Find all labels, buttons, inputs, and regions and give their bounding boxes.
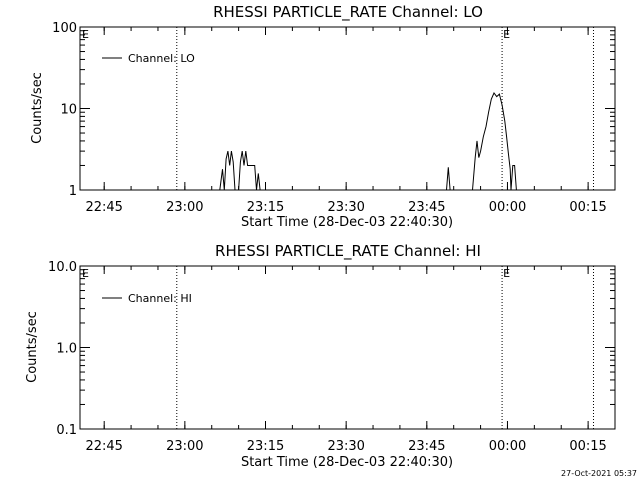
lo-channel-panel: RHESSI PARTICLE_RATE Channel: LO Counts/… xyxy=(30,3,616,230)
hi-channel-panel: RHESSI PARTICLE_RATE Channel: HI Counts/… xyxy=(25,242,616,470)
data-series-lo xyxy=(219,92,517,191)
legend-label-hi: Channel: HI xyxy=(128,292,192,305)
x-tick-labels-hi: 22:45 23:00 23:15 23:30 23:45 00:00 00:1… xyxy=(85,439,606,454)
series-line xyxy=(219,92,517,191)
y-tick-label: 10 xyxy=(60,103,77,118)
x-tick-label: 00:00 xyxy=(489,439,526,454)
x-tick-label: 00:15 xyxy=(569,439,606,454)
event-marker-label: E xyxy=(503,267,510,280)
x-axis-label-lo: Start Time (28-Dec-03 22:40:30) xyxy=(241,215,453,230)
y-axis-label-lo: Counts/sec xyxy=(30,72,45,144)
x-tick-label: 23:00 xyxy=(166,439,203,454)
y-tick-label: 100 xyxy=(52,21,77,36)
chart-title-lo: RHESSI PARTICLE_RATE Channel: LO xyxy=(213,3,483,22)
x-tick-label: 22:45 xyxy=(85,439,122,454)
event-markers-hi: E xyxy=(176,266,594,429)
y-tick-labels-hi: 0.1 1.0 10.0 xyxy=(48,260,77,438)
x-tick-label: 22:45 xyxy=(85,200,122,215)
y-tick-label: 1.0 xyxy=(56,342,77,357)
x-tick-label: 00:15 xyxy=(569,200,606,215)
y-tick-labels-lo: 1 10 100 xyxy=(52,21,77,199)
x-axis-label-hi: Start Time (28-Dec-03 22:40:30) xyxy=(241,455,453,470)
chart-title-hi: RHESSI PARTICLE_RATE Channel: HI xyxy=(215,242,481,261)
tick-marks-lo xyxy=(80,26,616,191)
x-tick-label: 23:00 xyxy=(166,200,203,215)
x-tick-label: 00:00 xyxy=(489,200,526,215)
x-tick-label: 23:30 xyxy=(327,200,364,215)
edge-label-e-lo: E xyxy=(82,28,89,41)
y-tick-label: 10.0 xyxy=(48,260,77,275)
x-tick-label: 23:15 xyxy=(247,200,284,215)
y-tick-label: 0.1 xyxy=(56,423,77,438)
event-marker-label: E xyxy=(503,28,510,41)
y-tick-label: 1 xyxy=(69,184,77,199)
tick-marks-hi xyxy=(80,265,616,430)
x-tick-label: 23:30 xyxy=(327,439,364,454)
y-axis-label-hi: Counts/sec xyxy=(25,311,40,383)
legend-label-lo: Channel: LO xyxy=(128,52,195,65)
x-tick-label: 23:45 xyxy=(408,439,445,454)
edge-label-e-hi: E xyxy=(82,267,89,280)
event-markers-lo: E xyxy=(176,27,594,190)
x-tick-label: 23:15 xyxy=(247,439,284,454)
timestamp: 27-Oct-2021 05:37 xyxy=(561,469,637,478)
x-tick-labels-lo: 22:45 23:00 23:15 23:30 23:45 00:00 00:1… xyxy=(85,200,606,215)
x-tick-label: 23:45 xyxy=(408,200,445,215)
